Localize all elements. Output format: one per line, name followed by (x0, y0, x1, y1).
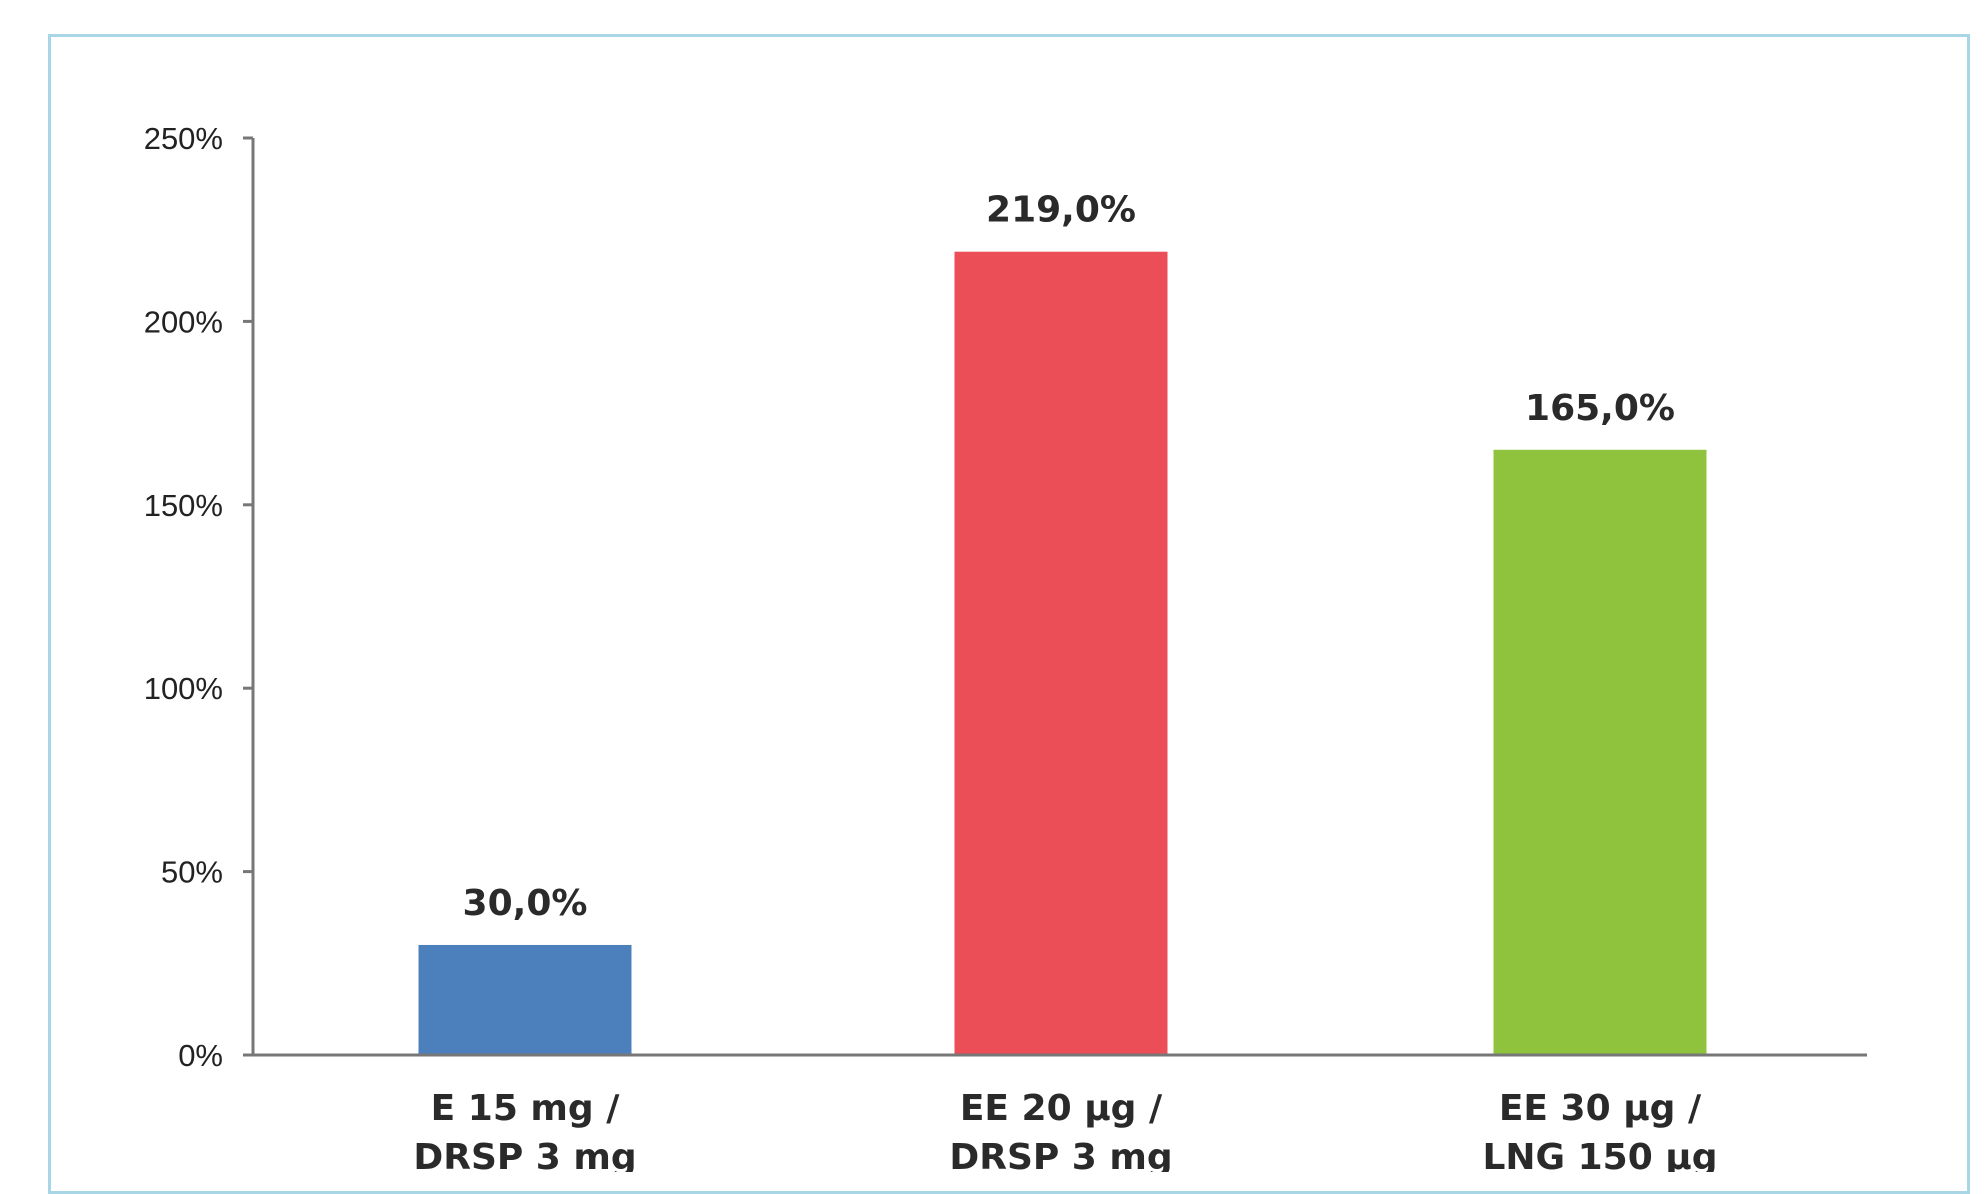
y-tick-label: 200% (144, 304, 223, 339)
bar (1493, 449, 1707, 1055)
bar-value-label: 30,0% (463, 883, 588, 924)
x-category-label: E 15 mg / (431, 1088, 621, 1129)
y-tick-label: 250% (144, 121, 223, 156)
y-tick-label: 100% (144, 671, 223, 706)
axes (251, 138, 1867, 1057)
x-category-label: LNG 150 µg (1482, 1137, 1717, 1172)
y-axis: 0% 50% 100% 150% 200% 250% (144, 121, 253, 1073)
x-category-label: DRSP 3 mg (413, 1137, 636, 1172)
x-axis: E 15 mg / DRSP 3 mg EE 20 µg / DRSP 3 mg EE … (413, 1088, 1717, 1172)
data-labels: 30,0% 219,0% 165,0% (463, 190, 1675, 924)
bar-value-label: 165,0% (1525, 388, 1675, 429)
x-category-label: EE 20 µg / (960, 1088, 1163, 1129)
y-tick-label: 0% (178, 1038, 223, 1073)
bar-value-label: 219,0% (986, 190, 1136, 231)
y-tick-label: 50% (161, 855, 223, 890)
bar (418, 944, 632, 1055)
x-category-label: EE 30 µg / (1499, 1088, 1702, 1129)
x-category-label: DRSP 3 mg (949, 1137, 1172, 1172)
y-tick-label: 150% (144, 488, 223, 523)
bars (418, 251, 1707, 1055)
bar (954, 251, 1168, 1055)
